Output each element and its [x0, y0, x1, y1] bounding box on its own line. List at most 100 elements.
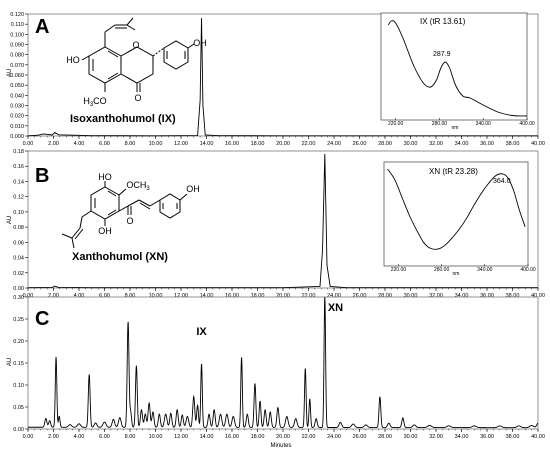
panel-a-inset-xtick-label: 280.00: [432, 121, 448, 127]
panel-c-xtick-label: 34.00: [455, 434, 469, 440]
panel-b-xtick-label: 12.00: [174, 293, 188, 299]
panel-a-xtick-label: 30.00: [404, 141, 418, 147]
panel-a-letter: A: [35, 16, 49, 38]
panel-a-ytick-label: 0.070: [10, 63, 24, 69]
panel-c-xtick-label: 40.00: [531, 434, 545, 440]
panel-b-xtick-label: 32.00: [429, 293, 443, 299]
xn-atom-methoxy: OCH3: [126, 180, 150, 192]
xn-atom-ho: HO: [98, 172, 112, 182]
panel-b-xtick-label: 14.00: [200, 293, 214, 299]
panel-c-xtick-label: 8.00: [125, 434, 136, 440]
xn-atom-o-carbonyl: O: [126, 216, 133, 226]
panel-c-xtick-label: 20.00: [276, 434, 290, 440]
panel-c-ytick-label: 0.10: [13, 383, 24, 389]
panel-a-ytick-label: 0.000: [10, 134, 24, 140]
panel-a-ytick-label: 0.080: [10, 53, 24, 59]
panel-a-xtick-label: 28.00: [378, 141, 392, 147]
panel-a-ticks: 0.000 0.010 0.020 0.030 0.040 0.050 0.060 0.070…: [10, 12, 545, 147]
panel-b-inset-xtick-label: 340.00: [477, 267, 493, 273]
panel-c-xtick-label: 38.00: [506, 434, 520, 440]
peak-label-xn: XN: [328, 302, 343, 314]
panel-a-xtick-label: 18.00: [251, 141, 265, 147]
panel-c-xtick-label: 2.00: [48, 434, 59, 440]
ix-atom-o-carbonyl: O: [134, 93, 141, 103]
panel-b-xtick-label: 16.00: [225, 293, 239, 299]
panel-a-xtick-label: 32.00: [429, 141, 443, 147]
panel-b-inset-xlabel: nm: [453, 271, 460, 277]
panel-c-ytick-label: 0.25: [13, 317, 24, 323]
panel-a-xtick-label: 36.00: [480, 141, 494, 147]
panel-b-ytick-label: 0.04: [13, 256, 24, 262]
panel-a-ytick-label: 0.120: [10, 12, 24, 18]
panel-c-xtick-label: 30.00: [404, 434, 418, 440]
panel-b-ytick-label: 0.14: [13, 179, 24, 185]
panel-a-inset-xtick-label: 400.00: [519, 121, 535, 127]
panel-a-xtick-label: 0.00: [23, 141, 34, 147]
panel-a-inset: 220.00 280.00 340.00 400.00 IX (tR 13.61) 2…: [380, 12, 535, 131]
panel-c-ytick-label: 0.20: [13, 339, 24, 345]
panel-b-xtick-label: 34.00: [455, 293, 469, 299]
panel-b-xtick-label: 18.00: [251, 293, 265, 299]
ix-atom-oh: OH: [193, 38, 207, 48]
ix-atom-ho: HO: [66, 55, 80, 65]
panel-a-xtick-label: 22.00: [302, 141, 316, 147]
panel-a-xtick-label: 40.00: [531, 141, 545, 147]
panel-b-xtick-label: 8.00: [125, 293, 136, 299]
panel-a-ytick-label: 0.030: [10, 104, 24, 110]
panel-a-xtick-label: 24.00: [327, 141, 341, 147]
panel-b-inset-xtick-label: 400.00: [520, 267, 536, 273]
panel-c-xtick-label: 24.00: [327, 434, 341, 440]
panel-b-xtick-label: 20.00: [276, 293, 290, 299]
panel-a-ytick-label: 0.060: [10, 73, 24, 79]
panel-b-ytick-label: 0.00: [13, 286, 24, 292]
panel-b-xtick-label: 10.00: [149, 293, 163, 299]
panel-c-ticks: 0.000.050.100.150.200.250.300.00 2.00 4.00…: [13, 295, 545, 440]
panel-b-xtick-label: 30.00: [404, 293, 418, 299]
xn-atom-oh: OH: [98, 226, 112, 236]
panel-c-xtick-label: 10.00: [149, 434, 163, 440]
peak-label-ix: IX: [196, 326, 207, 338]
panel-b-ytick-label: 0.18: [13, 149, 24, 155]
ix-atom-methoxy: H3CO: [83, 96, 106, 108]
panel-b-xtick-label: 22.00: [302, 293, 316, 299]
xn-atom-oh-aryl: OH: [186, 184, 200, 194]
panel-c-xtick-label: 26.00: [353, 434, 367, 440]
panel-b-ytick-label: 0.08: [13, 225, 24, 231]
panel-a-ytick-label: 0.020: [10, 114, 24, 120]
panel-c-xtick-label: 16.00: [225, 434, 239, 440]
panel-c-ytick-label: 0.30: [13, 295, 24, 301]
panel-a-xtick-label: 14.00: [200, 141, 214, 147]
panel-a-xtick-label: 12.00: [174, 141, 188, 147]
panel-a-xtick-label: 34.00: [455, 141, 469, 147]
panel-c-ytick-label: 0.05: [13, 405, 24, 411]
panel-b-inset-trace: [387, 168, 526, 250]
panel-b: 0.00 0.02 0.04 0.06 0.08 0.10 0.12 0.14 0.16 0.18…: [7, 149, 545, 299]
panel-c: 0.000.050.100.150.200.250.300.00 2.00 4.00…: [7, 295, 545, 449]
panel-c-xtick-label: 4.00: [74, 434, 85, 440]
panel-b-ytick-label: 0.12: [13, 195, 24, 201]
panel-a-inset-xtick-label: 220.00: [388, 121, 404, 127]
panel-b-xtick-label: 26.00: [353, 293, 367, 299]
panel-a-ytick-label: 0.110: [11, 22, 24, 28]
panel-b-trace: [27, 154, 538, 289]
panel-a-xtick-label: 4.00: [74, 141, 85, 147]
panel-b-ticks: 0.00 0.02 0.04 0.06 0.08 0.10 0.12 0.14 0.16 0.18…: [13, 149, 545, 299]
panel-b-inset-peak-label: 364.0: [493, 178, 511, 185]
compound-label-ix: Isoxanthohumol (IX): [70, 113, 176, 125]
panel-a-ytick-label: 0.040: [10, 93, 24, 99]
panel-a-inset-xtick-label: 340.00: [476, 121, 492, 127]
panel-a-ylabel: AU: [7, 69, 13, 77]
panel-c-xtick-label: 12.00: [174, 434, 188, 440]
panel-c-xtick-label: 36.00: [480, 434, 494, 440]
panel-b-inset-ticks: 220.00 280.00 340.00 400.00: [391, 264, 536, 273]
panel-c-ytick-label: 0.00: [13, 427, 24, 433]
panel-a-inset-title: IX (tR 13.61): [420, 17, 466, 26]
panel-c-letter: C: [35, 308, 49, 330]
panel-b-xtick-label: 2.00: [48, 293, 59, 299]
panel-b-ytick-label: 0.16: [13, 164, 24, 170]
panel-b-inset-xtick-label: 220.00: [391, 267, 407, 273]
panel-b-xtick-label: 0.00: [23, 293, 34, 299]
panel-c-ylabel: AU: [7, 358, 13, 366]
panel-a-xtick-label: 8.00: [125, 141, 136, 147]
